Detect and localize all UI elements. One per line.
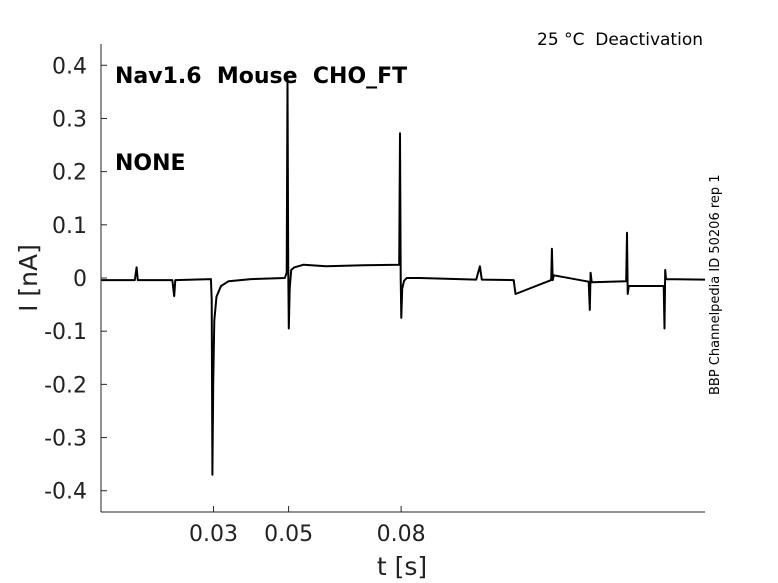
y-tick-label: 0.4 <box>52 54 87 79</box>
y-axis-title: I [nA] <box>14 244 43 312</box>
current-trace <box>101 77 706 476</box>
side-note: BBP Channelpedia ID 50206 rep 1 <box>708 174 723 395</box>
x-tick-label: 0.03 <box>189 522 238 547</box>
trace-layer <box>101 77 706 476</box>
x-tick-label: 0.08 <box>377 522 426 547</box>
y-tick-label: -0.1 <box>44 320 87 345</box>
y-tick-label: -0.2 <box>44 373 87 398</box>
chart-title: Nav1.6 Mouse CHO_FT NONE <box>115 4 407 207</box>
y-ticks: 0.4 0.3 0.2 0.1 0 -0.1 -0.2 -0.3 -0.4 <box>44 54 107 505</box>
y-tick-label: -0.3 <box>44 427 87 452</box>
x-ticks: 0.03 0.05 0.08 <box>189 506 426 547</box>
y-tick-label: 0.1 <box>52 214 87 239</box>
condition-label: 25 °C Deactivation <box>537 30 703 50</box>
chart-title-line1: Nav1.6 Mouse CHO_FT <box>115 64 408 89</box>
y-tick-label: 0.2 <box>52 161 87 186</box>
x-axis-title: t [s] <box>377 552 427 581</box>
chart-title-line2: NONE <box>115 151 186 176</box>
y-tick-label: 0.3 <box>52 107 87 132</box>
y-tick-label: 0 <box>73 267 87 292</box>
y-tick-label: -0.4 <box>44 480 87 505</box>
x-tick-label: 0.05 <box>264 522 313 547</box>
